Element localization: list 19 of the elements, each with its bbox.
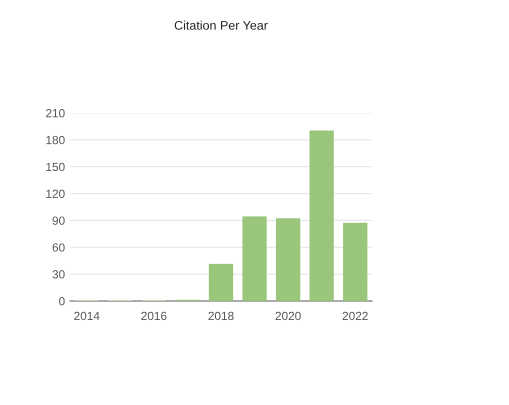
y-tick-label: 210 (46, 109, 65, 118)
y-tick-label: 60 (52, 243, 65, 252)
bar (276, 218, 300, 301)
y-tick-label: 150 (46, 162, 65, 172)
x-tick-label: 2020 (276, 312, 301, 320)
y-tick-label: 90 (52, 216, 65, 225)
bar (242, 216, 267, 301)
x-tick-label: 2016 (141, 312, 167, 320)
x-tick-label: 2014 (74, 312, 100, 320)
x-tick-label: 2022 (342, 312, 368, 320)
chart-title: Citation Per Year (174, 20, 268, 30)
y-tick-label: 30 (52, 270, 65, 279)
y-tick-label: 120 (46, 190, 65, 198)
bar (208, 264, 234, 301)
bar (343, 222, 368, 301)
bar (310, 130, 334, 301)
y-tick-label: 180 (46, 136, 65, 144)
x-tick-label: 2018 (208, 312, 234, 320)
y-tick-label: 0 (59, 297, 65, 306)
